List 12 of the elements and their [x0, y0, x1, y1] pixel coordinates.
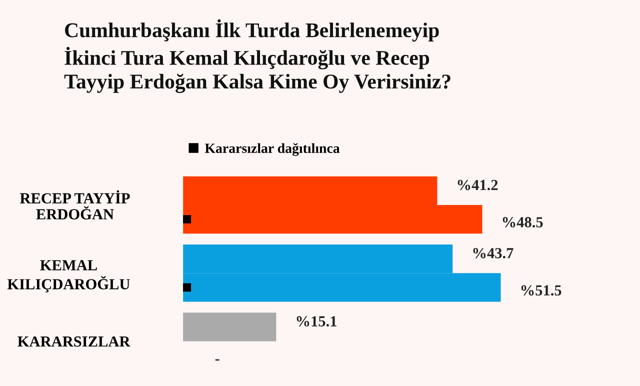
y-tick-label: KARARSIZLAR [18, 336, 130, 347]
y-tick-label: RECEP TAYYİP ERDOĞAN [20, 190, 130, 220]
data-label: %43.7 [473, 248, 514, 258]
data-label: %15.1 [296, 316, 336, 327]
chart-title: Cumhurbaşkanı İlk Turda Belirlenemeyip İkinci Tura Kemal Kılıçdaroğlu ve Recep Tayyip Erdoğan Kalsa Kime Oy Verirsiniz? [64, 19, 450, 93]
text: - [215, 359, 220, 361]
bar [183, 312, 276, 342]
data-label: %51.5 [521, 285, 562, 296]
y-tick-label: KEMAL KILIÇDAROĞLU [7, 260, 130, 292]
text: Kararsızlar dağıtılınca [204, 143, 340, 156]
data-label: %48.5 [502, 217, 543, 228]
data-label: %41.2 [458, 180, 498, 190]
